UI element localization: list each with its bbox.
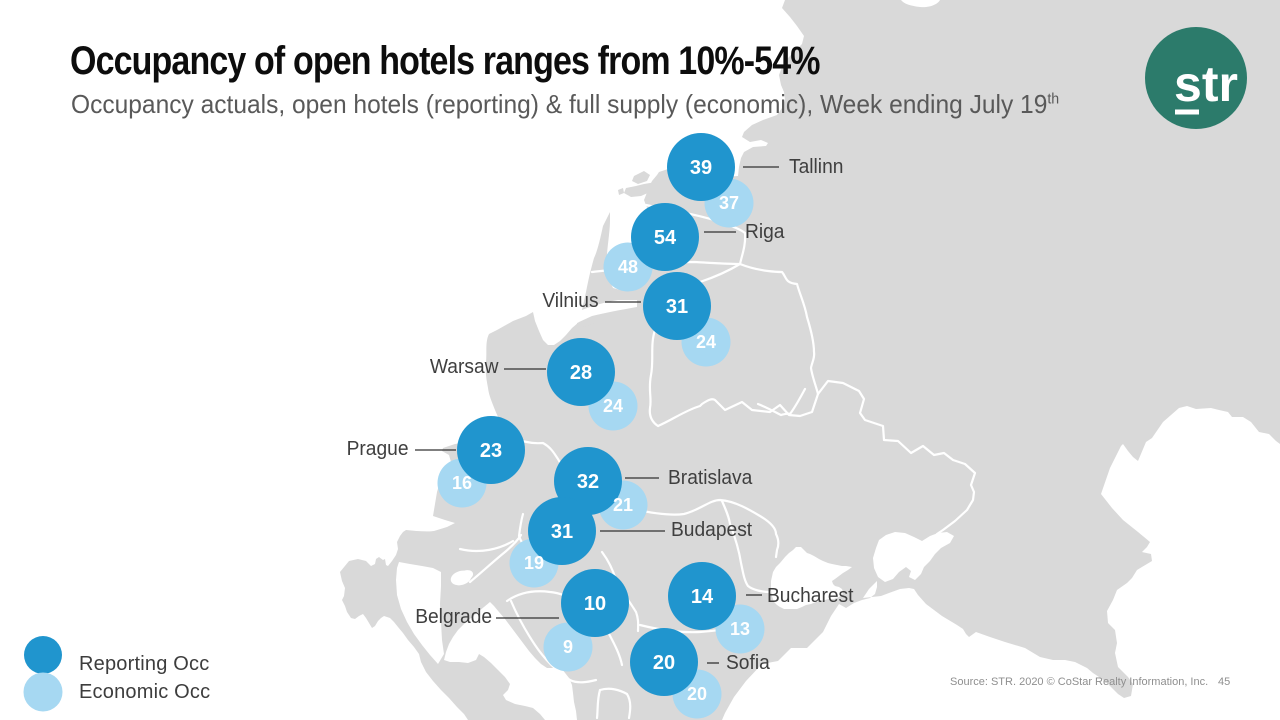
svg-text:31: 31 xyxy=(666,296,688,318)
svg-text:13: 13 xyxy=(730,619,750,639)
svg-text:9: 9 xyxy=(563,637,573,657)
svg-text:str: str xyxy=(1174,56,1238,112)
svg-text:23: 23 xyxy=(480,440,502,462)
svg-text:10: 10 xyxy=(584,593,606,615)
svg-text:20: 20 xyxy=(653,652,675,674)
svg-text:14: 14 xyxy=(691,586,714,608)
svg-text:19: 19 xyxy=(524,553,544,573)
svg-text:21: 21 xyxy=(613,495,633,515)
svg-text:28: 28 xyxy=(570,362,592,384)
svg-text:54: 54 xyxy=(654,227,677,249)
svg-text:16: 16 xyxy=(452,473,472,493)
svg-text:31: 31 xyxy=(551,521,573,543)
svg-text:32: 32 xyxy=(577,471,599,493)
svg-text:37: 37 xyxy=(719,193,739,213)
svg-text:20: 20 xyxy=(687,684,707,704)
svg-text:48: 48 xyxy=(618,257,638,277)
svg-text:24: 24 xyxy=(696,332,716,352)
svg-text:39: 39 xyxy=(690,157,712,179)
svg-text:24: 24 xyxy=(603,396,623,416)
